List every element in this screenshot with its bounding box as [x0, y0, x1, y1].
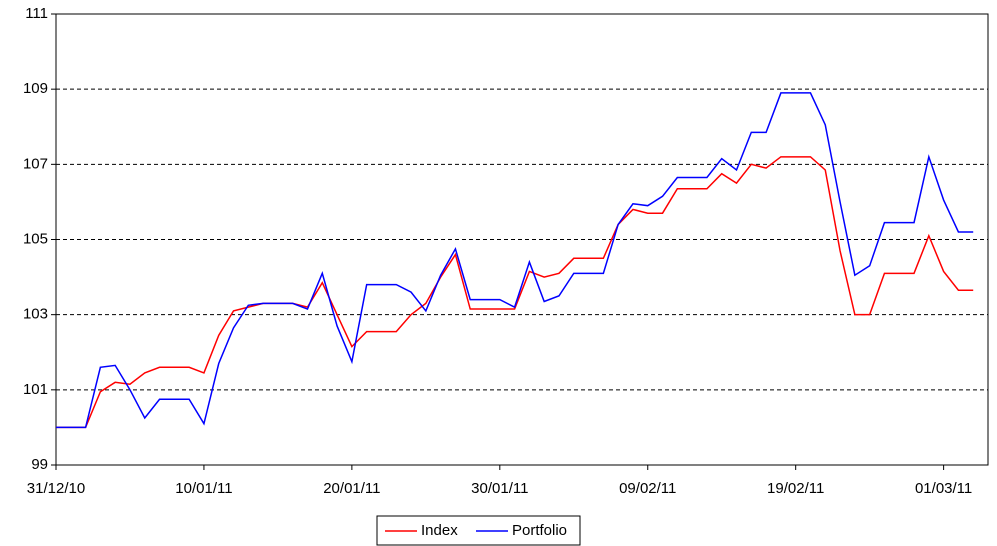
plot-frame — [55, 13, 989, 466]
series-line — [56, 156, 974, 429]
x-tick-label: 09/02/11 — [619, 480, 676, 497]
legend-label: Index — [421, 522, 458, 539]
x-tick-label: 10/01/11 — [175, 480, 232, 497]
y-tick-label: 101 — [23, 381, 48, 398]
y-tick-label: 107 — [23, 155, 48, 172]
series-line — [56, 92, 974, 429]
y-tick-label: 109 — [23, 80, 48, 97]
y-tick-label: 105 — [23, 230, 48, 247]
x-tick-label: 01/03/11 — [915, 480, 972, 497]
x-tick-label: 19/02/11 — [767, 480, 824, 497]
x-tick-label: 30/01/11 — [471, 480, 528, 497]
x-tick-label: 31/12/10 — [27, 480, 85, 497]
x-tick-label: 20/01/11 — [323, 480, 380, 497]
y-tick-label: 103 — [23, 306, 48, 323]
legend-label: Portfolio — [512, 522, 567, 539]
y-tick-label: 111 — [25, 5, 48, 22]
y-tick-label: 99 — [31, 456, 48, 473]
